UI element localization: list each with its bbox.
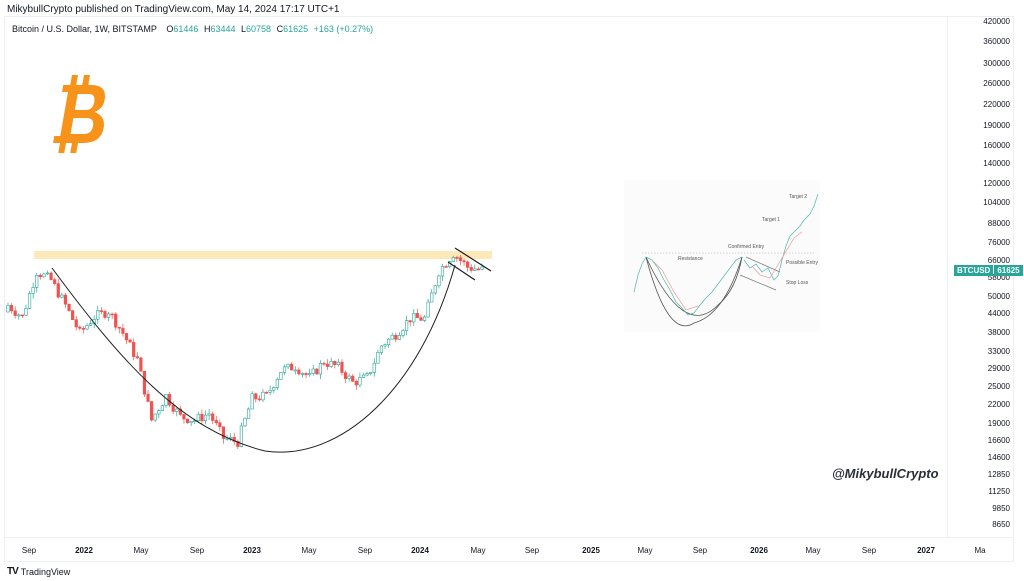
time-tick: 2022 [75,546,93,555]
price-tick: 8650 [992,520,1010,529]
cup-curve [51,264,456,453]
inset-label-target2: Target 2 [789,194,807,200]
badge-symbol: BTCUSD [954,265,994,276]
inset-label-confirmed-entry: Confirmed Entry [728,244,765,250]
time-tick: May [637,546,653,555]
open-value: 61446 [173,24,199,34]
price-tick: 220000 [983,100,1010,109]
price-tick: 420000 [983,17,1010,26]
price-tick: 11250 [988,487,1010,496]
price-tick: 22000 [987,400,1010,409]
time-tick: Sep [357,546,373,555]
time-tick: 2027 [917,546,935,555]
time-tick: Sep [692,546,708,555]
time-tick: May [805,546,821,555]
price-tick: 190000 [983,121,1010,130]
inset-label-stop-loss: Stop Loss [786,280,809,286]
high-label: H [203,24,211,34]
symbol-title: Bitcoin / U.S. Dollar, 1W, BITSTAMP [12,24,157,34]
price-tick: 19000 [987,419,1010,428]
price-tick: 25000 [987,382,1010,391]
price-axis-divider [947,16,948,537]
price-tick: 360000 [983,37,1010,46]
price-tick: 16600 [987,436,1010,445]
price-tick: 120000 [983,179,1010,188]
cup-and-handle-inset: Resistance Confirmed Entry Possible Entr… [624,180,820,332]
price-tick: 160000 [983,141,1010,150]
price-tick: 260000 [983,79,1010,88]
bitcoin-logo-icon [53,75,105,153]
open-label: O [166,24,174,34]
time-tick: Sep [21,546,37,555]
price-tick: 76000 [987,238,1010,247]
low-value: 60758 [246,24,272,34]
time-tick: May [301,546,317,555]
close-label: C [276,24,284,34]
close-value: 61625 [283,24,309,34]
flag-upper-line [454,247,492,272]
time-tick: May [133,546,149,555]
price-tick: 66000 [987,256,1010,265]
price-tick: 88000 [987,219,1010,228]
price-tick: 140000 [983,159,1010,168]
last-price-badge: BTCUSD 61625 [954,265,1023,276]
candlestick-series [6,255,484,450]
price-tick: 29000 [987,364,1010,373]
time-axis-divider [4,537,1014,538]
inset-label-possible-entry: Possible Entry [786,260,818,266]
price-tick: 50000 [987,292,1010,301]
time-tick: 2023 [243,546,261,555]
price-tick: 14600 [987,453,1010,462]
time-tick: 2026 [750,546,768,555]
inset-label-resistance: Resistance [678,256,703,262]
badge-price: 61625 [994,265,1023,276]
price-tick: 12850 [987,470,1010,479]
price-tick: 38000 [987,328,1010,337]
price-tick: 300000 [983,59,1010,68]
price-tick: 58000 [987,273,1010,282]
time-tick: Sep [861,546,877,555]
change-value: +163 (+0.27%) [313,24,374,34]
price-tick: 9850 [992,504,1010,513]
price-tick: 104000 [983,198,1010,207]
time-tick: Sep [524,546,540,555]
price-tick: 33000 [987,347,1010,356]
resistance-zone [34,251,492,259]
inset-label-target1: Target 1 [762,217,780,223]
symbol-legend: Bitcoin / U.S. Dollar, 1W, BITSTAMP O614… [12,24,373,34]
low-label: L [241,24,247,34]
flag-lower-line [447,261,476,281]
chart-frame [4,16,1014,562]
time-tick: 2025 [582,546,600,555]
tradingview-brand: TradingView [20,566,71,577]
tradingview-logo-icon: TV [7,566,19,577]
time-tick: Ma [974,546,986,555]
tradingview-footer[interactable]: TV TradingView [7,566,70,577]
published-by-line: MikybullCrypto published on TradingView.… [7,4,340,15]
author-watermark: @MikybullCrypto [832,466,939,481]
high-value: 63444 [210,24,236,34]
time-tick: Sep [189,546,205,555]
time-tick: May [470,546,486,555]
price-tick: 44000 [987,309,1010,318]
time-tick: 2024 [411,546,429,555]
